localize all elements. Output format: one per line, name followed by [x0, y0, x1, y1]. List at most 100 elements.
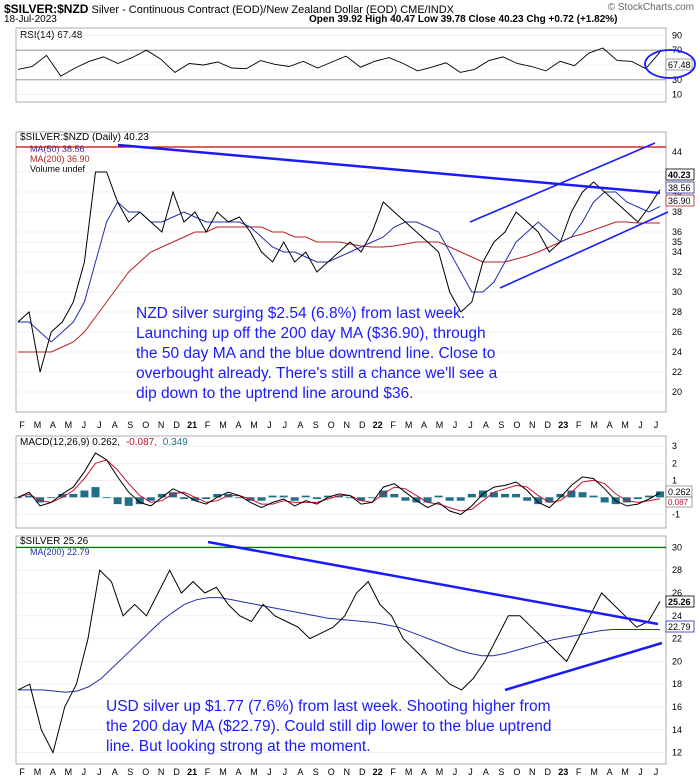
macd-badge-macd: 0.262 — [668, 487, 691, 497]
macd-label-hist: 0.349 — [163, 437, 188, 448]
usd-month-label: F — [205, 767, 211, 777]
nzd-month-label: M — [34, 420, 42, 430]
macd-histogram-bar — [213, 493, 222, 498]
macd-histogram-bar — [357, 497, 366, 501]
macd-y-tick: 2 — [672, 458, 677, 468]
macd-histogram-bar — [489, 492, 498, 498]
macd-histogram-bar — [168, 492, 177, 498]
nzd-month-label: 23 — [558, 420, 568, 430]
usd-month-label: J — [638, 767, 643, 777]
usd-y-tick: 18 — [672, 679, 682, 689]
nzd-y-tick: 30 — [672, 287, 682, 297]
nzd-month-label: M — [590, 420, 598, 430]
nzd-y-tick: 34 — [672, 247, 682, 257]
usd-month-label: J — [97, 767, 102, 777]
nzd-badge-close: 40.23 — [668, 170, 691, 180]
rsi-line — [17, 47, 661, 77]
nzd-downtrend-line — [117, 143, 661, 195]
nzd-legend-volume: Volume undef — [30, 164, 86, 174]
usd-month-label: D — [359, 767, 366, 777]
macd-label: MACD(12,26,9) 0.262, -0.087, 0.349 — [20, 437, 188, 448]
nzd-month-label: D — [545, 420, 552, 430]
nzd-y-tick: 32 — [672, 267, 682, 277]
usd-month-label: M — [436, 767, 444, 777]
usd-month-label: 22 — [373, 767, 383, 777]
nzd-month-label: S — [313, 420, 319, 430]
usd-y-tick: 12 — [672, 748, 682, 758]
nzd-month-label: M — [250, 420, 258, 430]
usd-badge-ma200: 22.79 — [668, 622, 691, 632]
macd-histogram-bar — [58, 493, 67, 498]
rsi-highlight-circle — [644, 49, 696, 79]
macd-histogram-bar — [235, 497, 244, 499]
nzd-month-label: O — [142, 420, 149, 430]
rsi-y-tick: 90 — [672, 30, 682, 40]
nzd-month-label: D — [173, 420, 180, 430]
macd-line — [17, 452, 661, 515]
usd-month-label: J — [654, 767, 659, 777]
macd-histogram-bar — [124, 497, 133, 506]
nzd-month-label: M — [405, 420, 413, 430]
nzd-month-label: A — [112, 420, 118, 430]
macd-histogram-bar — [146, 497, 155, 501]
nzd-month-label: D — [359, 420, 366, 430]
nzd-month-label: S — [127, 420, 133, 430]
usd-month-label: D — [545, 767, 552, 777]
nzd-annotation-line-1: NZD silver surging $2.54 (6.8%) from las… — [136, 305, 465, 322]
macd-histogram-bar — [423, 497, 432, 503]
usd-month-label: A — [112, 767, 118, 777]
nzd-month-label: A — [483, 420, 489, 430]
nzd-month-label: O — [513, 420, 520, 430]
usd-uptrend-line — [504, 641, 663, 692]
rsi-value-badge: 67.48 — [644, 49, 696, 79]
brand-credit: © StockCharts.com — [607, 2, 694, 13]
usd-month-label: J — [82, 767, 87, 777]
nzd-month-label: M — [621, 420, 629, 430]
ohlc-readout: Open 39.92 High 40.47 Low 39.78 Close 40… — [309, 14, 618, 25]
macd-histogram-bar — [312, 497, 321, 500]
usd-y-tick: 22 — [672, 634, 682, 644]
macd-histogram-bar — [512, 493, 521, 498]
chart-symbol: $SILVER:$NZD — [4, 2, 89, 16]
macd-histogram-bar — [135, 497, 144, 505]
usd-annotation-line-2: the 200 day MA ($22.79). Could still dip… — [106, 718, 551, 735]
usd-month-label: F — [390, 767, 396, 777]
nzd-month-label: A — [297, 420, 303, 430]
usd-month-label: M — [34, 767, 42, 777]
macd-histogram-bar — [467, 493, 476, 498]
nzd-annotation-line-4: overbought already. There's still a chan… — [136, 365, 498, 382]
nzd-channel-upper-line — [469, 142, 656, 223]
nzd-y-tick: 38 — [672, 207, 682, 217]
usd-month-label: J — [468, 767, 473, 777]
usd-month-label: M — [590, 767, 598, 777]
usd-badge-close: 25.26 — [668, 597, 691, 607]
usd-month-label: J — [453, 767, 458, 777]
nzd-month-label: J — [97, 420, 102, 430]
nzd-month-label: M — [436, 420, 444, 430]
nzd-month-label: S — [498, 420, 504, 430]
usd-month-label: M — [250, 767, 258, 777]
nzd-panel-label: $SILVER:$NZD (Daily) 40.23 — [20, 132, 149, 143]
nzd-annotation: NZD silver surging $2.54 (6.8%) from las… — [136, 305, 498, 402]
usd-month-label: J — [267, 767, 272, 777]
macd-histogram-bar — [523, 497, 532, 501]
usd-month-label: N — [529, 767, 536, 777]
usd-month-label: M — [405, 767, 413, 777]
nzd-annotation-line-3: the 50 day MA and the blue downtrend lin… — [136, 345, 495, 362]
macd-histogram-bar — [401, 497, 410, 501]
usd-month-label: S — [313, 767, 319, 777]
usd-price-panel: $SILVER 25.26 MA(200) 22.79 30 28 26 24 22 20… — [15, 535, 695, 777]
usd-month-label: A — [235, 767, 241, 777]
chart-header: $SILVER:$NZD Silver - Continuous Contrac… — [4, 2, 454, 16]
nzd-month-label: M — [219, 420, 227, 430]
usd-month-label: A — [50, 767, 56, 777]
chart-description: Silver - Continuous Contract (EOD)/New Z… — [91, 4, 455, 16]
usd-month-label: M — [621, 767, 629, 777]
macd-histogram-bar — [644, 495, 653, 498]
usd-month-label: 21 — [187, 767, 197, 777]
nzd-badge-ma200: 36.90 — [668, 196, 691, 206]
nzd-x-axis: F M A M J J A S O N D 21 F M A M J J A S O N D 22 F M A M J J A S O N D 23 F… — [19, 420, 658, 430]
usd-month-label: O — [513, 767, 520, 777]
nzd-y-tick: 35 — [672, 237, 682, 247]
nzd-y-tick: 22 — [672, 367, 682, 377]
